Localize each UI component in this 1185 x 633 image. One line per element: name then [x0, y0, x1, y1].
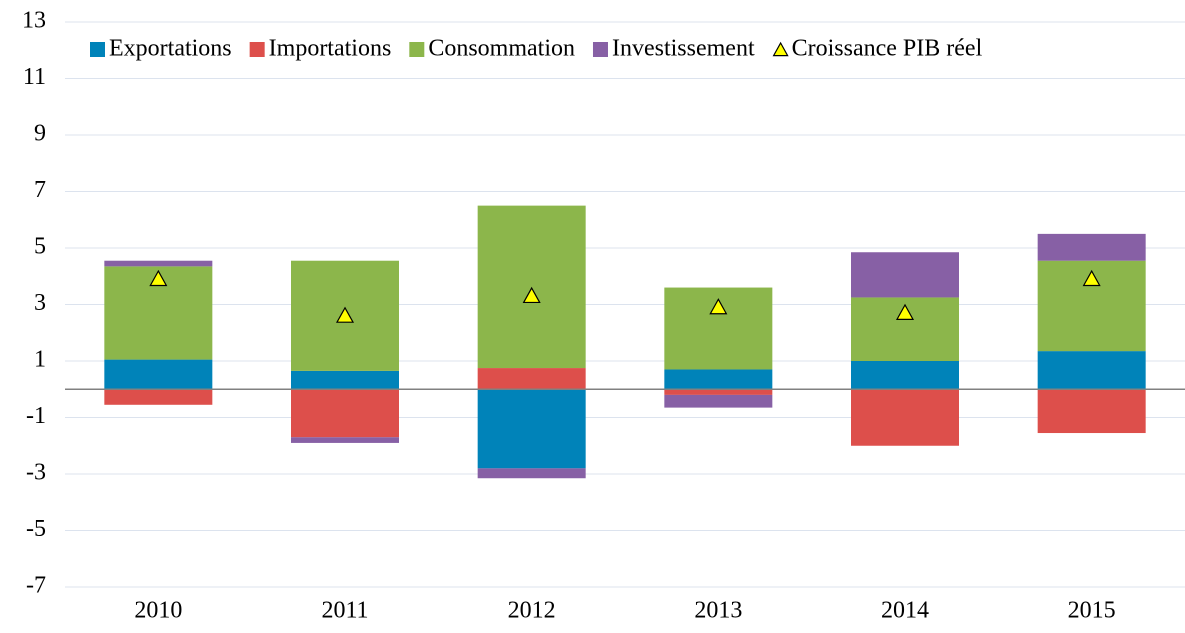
y-tick-label: 5 — [34, 234, 46, 260]
y-tick-label: -7 — [26, 573, 46, 599]
legend-swatch — [592, 42, 608, 57]
x-tick-label: 2015 — [1068, 598, 1116, 624]
legend-swatch — [249, 42, 265, 57]
bar — [664, 369, 773, 390]
y-tick-label: -5 — [26, 516, 46, 542]
x-tick-label: 2012 — [508, 598, 556, 624]
x-tick-label: 2014 — [881, 598, 929, 624]
bar — [104, 260, 213, 267]
marker — [149, 269, 168, 287]
legend-label: Investissement — [612, 36, 755, 62]
bar — [851, 252, 959, 298]
legend-label: Importations — [269, 36, 392, 62]
y-tick-label: 11 — [23, 64, 46, 90]
y-tick-label: 13 — [22, 8, 46, 34]
legend-swatch — [90, 42, 105, 57]
bar — [664, 389, 773, 395]
y-tick-label: -3 — [26, 460, 46, 486]
legend-swatch — [772, 41, 789, 57]
x-tick-label: 2011 — [321, 598, 368, 624]
bar — [104, 389, 213, 405]
bar — [1037, 389, 1146, 434]
bar — [477, 468, 586, 479]
marker — [895, 303, 915, 320]
y-tick-label: 3 — [34, 290, 46, 316]
marker — [335, 306, 355, 323]
y-tick-label: 1 — [34, 347, 46, 373]
marker — [522, 286, 541, 304]
legend-label: Consommation — [428, 36, 575, 62]
x-tick-label: 2013 — [694, 598, 742, 624]
marker — [709, 298, 728, 315]
y-tick-label: 7 — [34, 177, 46, 203]
bar — [291, 437, 399, 443]
y-tick-label: -1 — [26, 403, 46, 429]
x-tick-label: 2010 — [134, 598, 182, 624]
bar — [477, 368, 586, 390]
bar — [477, 389, 586, 469]
legend-swatch — [409, 42, 425, 57]
y-tick-label: 9 — [34, 121, 46, 147]
marker — [1082, 269, 1101, 287]
bar — [851, 361, 959, 390]
bar — [104, 359, 213, 390]
bar — [664, 394, 773, 408]
bar — [1037, 351, 1146, 390]
bar — [1037, 233, 1146, 261]
legend-label: Croissance PIB réel — [792, 36, 983, 62]
bar — [291, 389, 399, 438]
bar — [851, 389, 959, 446]
bar — [291, 370, 399, 390]
legend-label: Exportations — [109, 36, 232, 62]
